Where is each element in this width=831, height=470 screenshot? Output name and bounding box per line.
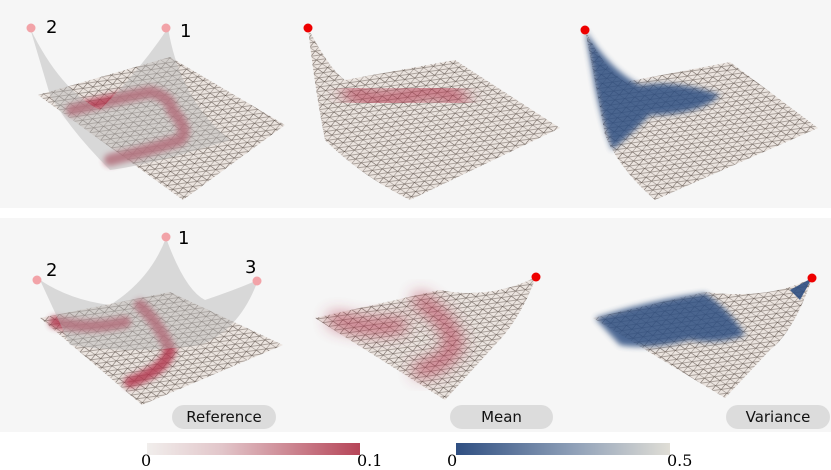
row2-reference-trace <box>49 299 177 388</box>
row1-marker-2-handle <box>26 23 36 33</box>
row1-variance-handle <box>580 25 590 35</box>
row2-reference-shadow-surface <box>40 238 258 350</box>
row1-variance-mesh <box>585 30 818 200</box>
row1-mean-trace <box>342 83 468 108</box>
reference-label: Reference <box>172 405 276 429</box>
row1-marker-1-handle <box>161 23 171 33</box>
row2-variance-panel <box>593 273 817 398</box>
row1-reference-trace <box>66 85 190 166</box>
row2-marker-2-label: 2 <box>46 260 57 281</box>
variance-label: Variance <box>726 405 830 429</box>
row2-reference-panel: 1 2 3 <box>32 228 283 405</box>
row2-mean-mesh <box>315 277 536 400</box>
row2-mean-panel <box>315 272 541 400</box>
row1-marker-2-label: 2 <box>46 17 57 38</box>
row2-marker-3-label: 3 <box>245 257 256 278</box>
row2-variance-high-region <box>595 293 745 347</box>
row1-mean-panel <box>303 23 560 200</box>
mean-label: Mean <box>450 405 553 429</box>
row1-reference-shadow-surface <box>30 28 230 170</box>
blue-colorbar-max: 0.5 <box>667 451 693 470</box>
row1-marker-1-label: 1 <box>180 21 191 42</box>
variance-colorbar <box>456 443 670 455</box>
red-colorbar-min: 0 <box>141 451 152 470</box>
row1-variance-high-region <box>585 30 720 150</box>
row2-variance-handle <box>807 273 817 283</box>
row2-mean-trace <box>328 293 463 377</box>
row1-mean-mesh <box>308 28 560 200</box>
row1-variance-panel <box>580 25 818 200</box>
row1-reference-panel: 1 2 <box>26 17 285 200</box>
red-colorbar-max: 0.1 <box>357 451 383 470</box>
reference-mean-colorbar <box>147 443 360 455</box>
row2-marker-3-handle <box>252 276 262 286</box>
row2-variance-tip-region <box>790 278 812 300</box>
blue-colorbar-min: 0 <box>447 451 458 470</box>
row2-marker-1-label: 1 <box>178 228 189 249</box>
row2-marker-1-handle <box>161 232 171 242</box>
row2-marker-2-handle <box>32 275 42 285</box>
row1-reference-mesh <box>38 57 285 200</box>
row2-mean-handle <box>531 272 541 282</box>
row1-mean-handle <box>303 23 313 33</box>
